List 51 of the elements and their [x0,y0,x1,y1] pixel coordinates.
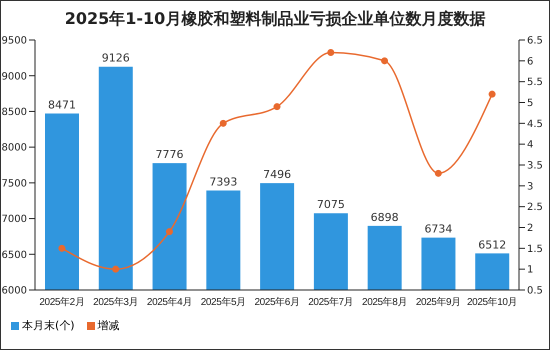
x-tick-label: 2025年2月 [39,296,84,308]
point [274,103,280,110]
y2-tick-label: 4 [527,140,534,151]
data-label: 7776 [156,148,184,162]
y-tick-label: 8500 [2,106,27,118]
point [327,49,334,56]
x-tick-label: 2025年8月 [362,296,408,308]
point [381,57,388,64]
x-tick-label: 2025年5月 [200,296,246,308]
legend-label: 本月末(个) [22,318,75,333]
y-tick-label: 9500 [2,36,27,47]
data-label: 7075 [316,198,345,212]
x-tick-label: 2025年3月 [93,296,138,308]
point [166,228,173,236]
y2-tick-label: 1.5 [527,244,543,255]
x-tick-label: 2025年4月 [146,296,192,308]
y2-tick-label: 5.5 [527,77,543,88]
x-tick-label: 2025年10月 [467,296,518,308]
point [434,170,442,177]
y2-tick-label: 5 [527,98,534,110]
data-label: 7393 [209,176,238,188]
point [112,266,120,273]
x-tick-label: 2025年6月 [254,296,300,308]
y-tick-label: 7500 [2,178,27,190]
x-tick-label: 2025年9月 [416,296,461,308]
y-tick-label: 7000 [2,214,27,226]
y2-tick-label: 1 [527,264,534,276]
x-tick-label: 2025年7月 [308,296,354,308]
y-tick-label: 6500 [2,250,27,261]
point [220,120,227,127]
y2-tick-label: 4.5 [527,118,543,130]
data-label: 8471 [48,98,76,112]
data-label: 6898 [370,210,399,224]
chart-title: 2025年1-10月橡胶和塑料制品业亏损企业单位数月度数据 [64,9,486,30]
y2-tick-label: 2.5 [527,202,543,214]
point [58,244,66,252]
y2-tick-label: 2 [527,223,534,234]
y2-tick-label: 6.5 [527,36,543,47]
data-label: 6734 [424,222,452,236]
data-label: 7496 [263,168,292,182]
y-tick-label: 6000 [2,286,27,297]
y2-tick-label: 0.5 [527,286,543,297]
y-tick-label: 9000 [2,71,27,82]
y2-tick-label: 3 [527,181,534,192]
data-label: 9126 [102,52,130,65]
y2-tick-label: 6 [527,56,534,68]
y-tick-label: 8000 [2,142,27,154]
point [488,90,496,98]
legend-label: 增减 [98,318,120,333]
y2-tick-label: 3.5 [527,160,543,172]
data-label: 6512 [478,238,506,252]
